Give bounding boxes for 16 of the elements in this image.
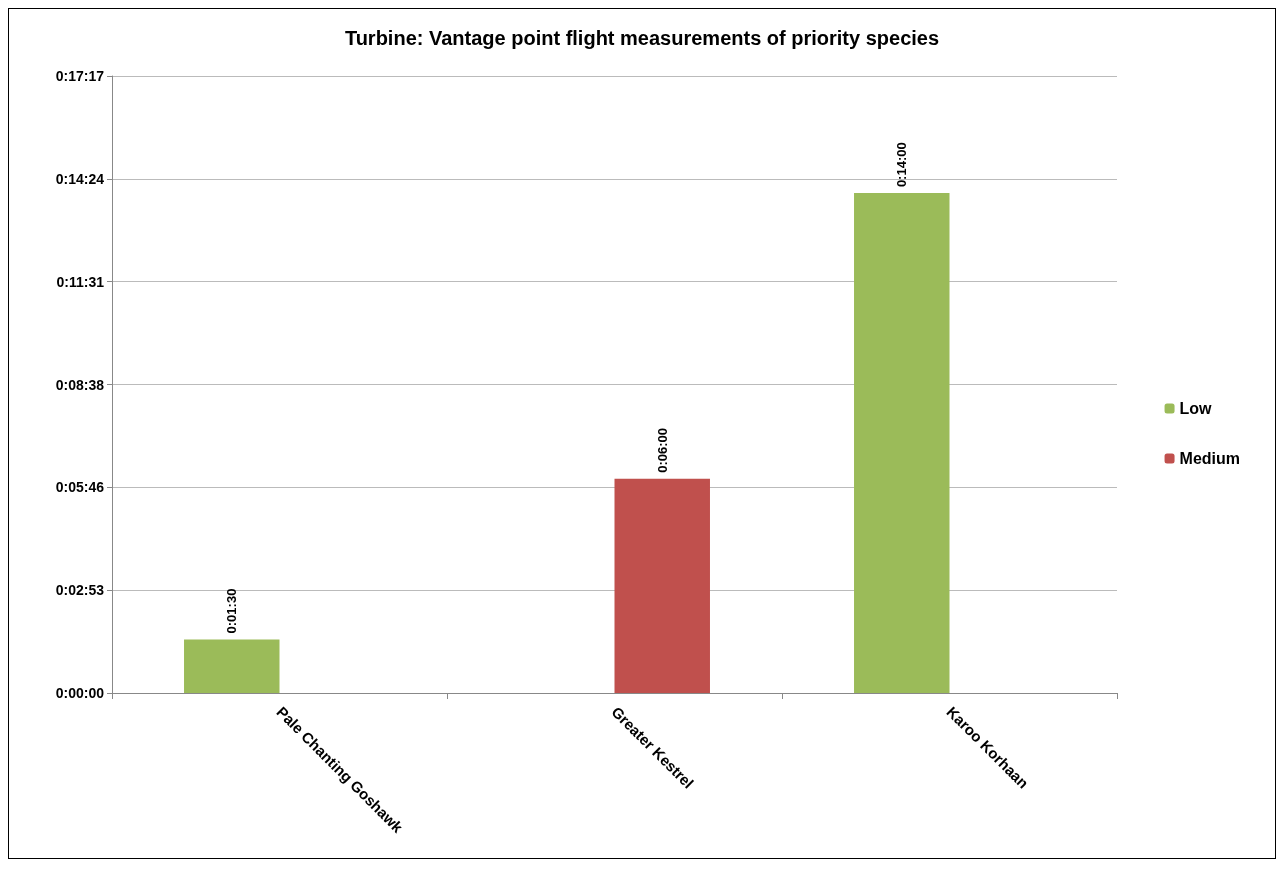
data-label: 0:06:00: [654, 427, 670, 473]
bar: [614, 478, 710, 693]
y-tick-label: 0:05:46: [55, 479, 105, 496]
data-label: 0:14:00: [894, 142, 910, 188]
legend-label: Medium: [1179, 450, 1241, 467]
chart-title: Turbine: Vantage point flight measurements of priority species: [344, 27, 940, 49]
bar: [854, 193, 950, 693]
bar: [184, 639, 280, 693]
y-tick-label: 0:02:53: [55, 582, 105, 599]
y-tick-label: 0:17:17: [55, 68, 105, 84]
y-tick-label: 0:08:38: [55, 376, 105, 393]
data-label: 0:01:30: [224, 588, 240, 634]
y-tick-label: 0:14:24: [55, 170, 105, 187]
y-tick-label: 0:11:31: [56, 273, 105, 290]
y-tick-label: 0:00:00: [55, 685, 105, 701]
legend-label: Low: [1179, 400, 1213, 417]
